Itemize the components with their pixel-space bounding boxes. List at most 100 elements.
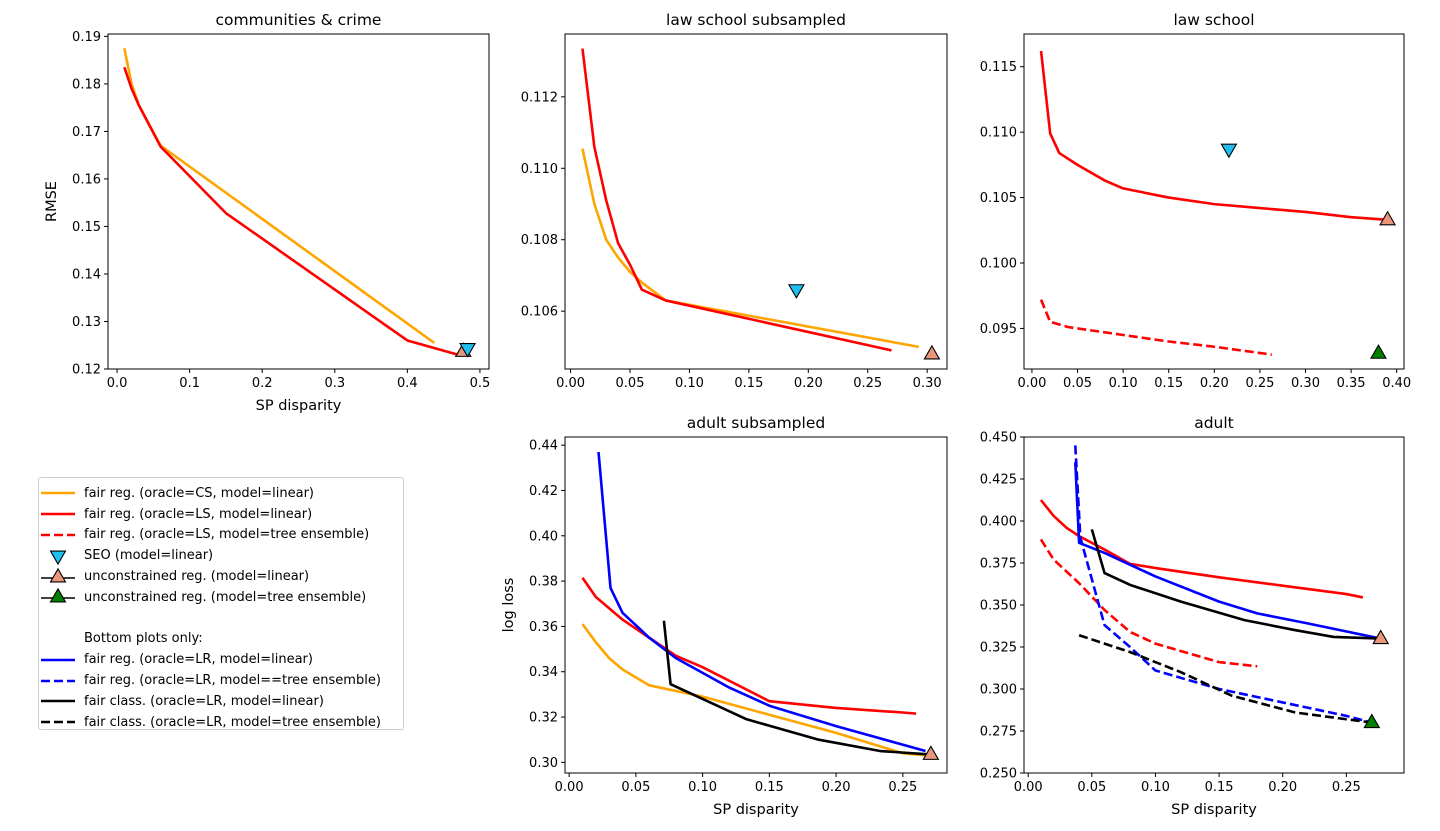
y-tick-label: 0.325 (980, 641, 1017, 656)
panel-communities-crime: communities & crime 0.0 0.1 0.2 0.3 0.4 0.5 0.1… (44, 11, 490, 414)
y-tick-label: 0.34 (529, 665, 558, 680)
legend-line-icon (41, 720, 75, 724)
legend-item-label: fair class. (oracle=LR, model=linear) (84, 693, 324, 709)
panel-law-school: law school 0.00 0.05 0.10 0.15 0.20 0.25 0.30 0.… (980, 11, 1411, 391)
x-tick-label: 0.30 (1291, 376, 1320, 391)
series-fair-class-oracle-lr-model-linear (662, 620, 930, 756)
y-tick-label: 0.250 (980, 767, 1017, 782)
y-tick-label: 0.300 (980, 683, 1017, 698)
legend-line-icon (41, 533, 75, 537)
legend-item: fair reg. (oracle=LR, model==tree ensemb… (39, 670, 403, 691)
series-fair-reg-oracle-ls-model-linear (581, 576, 917, 715)
x-tick-label: 0.20 (794, 376, 823, 391)
series-fair-reg-oracle-lr-model-linear (1073, 462, 1381, 640)
axes-frame (564, 436, 948, 774)
panel-title: adult subsampled (687, 414, 825, 432)
legend-section-text: Bottom plots only: (84, 631, 203, 647)
marker-unconstrained-reg-model-linear (1379, 210, 1397, 226)
axes-frame (564, 33, 948, 370)
series-fair-class-oracle-lr-model-tree-ensemble (1078, 634, 1372, 724)
x-tick-label: 0.05 (1063, 376, 1092, 391)
y-tick-label: 0.18 (72, 77, 101, 92)
axes-frame (1023, 436, 1405, 774)
legend-line-icon (41, 658, 75, 662)
plot-area (1039, 50, 1388, 356)
legend-item: fair reg. (oracle=LS, model=linear) (39, 504, 403, 525)
marker-unconstrained-reg-model-linear (923, 344, 941, 360)
x-tick-label: 0.10 (1109, 376, 1138, 391)
legend-item-label: fair reg. (oracle=LS, model=linear) (84, 506, 313, 522)
triangle-up-icon (41, 588, 75, 603)
x-tick-label: 0.00 (1014, 780, 1043, 795)
y-tick-label: 0.105 (980, 191, 1017, 206)
series-fair-reg-oracle-cs-model-linear (123, 48, 435, 344)
legend-item-label: fair reg. (oracle=LR, model=linear) (84, 652, 313, 668)
plot-area (1039, 445, 1381, 724)
panel-law-school-subsampled: law school subsampled 0.00 0.05 0.10 0.15 0.2… (521, 11, 948, 391)
series-fair-reg-oracle-lr-model-linear (597, 451, 926, 753)
x-axis-label: SP disparity (1171, 802, 1257, 818)
x-tick-label: 0.1 (179, 376, 200, 391)
y-tick-label: 0.13 (72, 315, 101, 330)
y-tick-label: 0.15 (72, 220, 101, 235)
x-tick-label: 0.15 (1205, 780, 1234, 795)
legend-item: fair reg. (oracle=LR, model=linear) (39, 649, 403, 670)
y-tick-label: 0.108 (521, 233, 558, 248)
legend-item: unconstrained reg. (model=linear) (39, 566, 403, 587)
y-tick-label: 0.400 (980, 515, 1017, 530)
panel-title: law school (1173, 11, 1254, 29)
x-tick-label: 0.25 (888, 780, 917, 795)
legend-section-label: Bottom plots only: (39, 629, 403, 650)
y-tick-label: 0.19 (72, 30, 101, 45)
y-tick-label: 0.100 (980, 257, 1017, 272)
x-tick-label: 0.0 (107, 376, 128, 391)
series-fair-reg-oracle-ls-model-tree-ensemble (1039, 538, 1258, 668)
series-fair-reg-oracle-ls-model-linear (1039, 50, 1388, 222)
series-fair-reg-oracle-cs-model-linear (581, 623, 930, 757)
y-tick-label: 0.095 (980, 322, 1017, 337)
x-tick-label: 0.15 (734, 376, 763, 391)
x-tick-label: 0.25 (1245, 376, 1274, 391)
x-tick-label: 0.25 (1332, 780, 1361, 795)
x-tick-label: 0.15 (1154, 376, 1183, 391)
x-tick-label: 0.05 (1077, 780, 1106, 795)
legend-item-label: fair class. (oracle=LR, model=tree ensem… (84, 714, 381, 730)
x-tick-label: 0.40 (1382, 376, 1411, 391)
y-tick-label: 0.275 (980, 725, 1017, 740)
x-tick-label: 0.2 (252, 376, 273, 391)
legend-item: fair reg. (oracle=CS, model=linear) (39, 483, 403, 504)
x-tick-label: 0.4 (397, 376, 418, 391)
legend-item-label: SEO (model=linear) (84, 548, 214, 564)
marker-seo-model-linear (1220, 143, 1238, 159)
marker-unconstrained-reg-model-linear (1372, 629, 1390, 645)
y-tick-label: 0.40 (529, 529, 558, 544)
plot-area (123, 48, 459, 356)
y-tick-label: 0.44 (529, 439, 558, 454)
panel-adult: adult 0.00 0.05 0.10 0.15 0.20 0.25 0.250 0.275 0… (980, 414, 1405, 818)
series-fair-reg-oracle-cs-model-linear (581, 148, 920, 349)
axes-frame (107, 33, 490, 370)
legend-item-label: fair reg. (oracle=LR, model==tree ensemb… (84, 673, 381, 689)
legend-item-label: fair reg. (oracle=CS, model=linear) (84, 485, 315, 501)
y-tick-label: 0.38 (529, 575, 558, 590)
x-tick-label: 0.30 (913, 376, 942, 391)
x-tick-label: 0.10 (675, 376, 704, 391)
series-fair-reg-oracle-ls-model-linear (1039, 499, 1364, 599)
legend: fair reg. (oracle=CS, model=linear) fair … (38, 477, 404, 730)
legend-item-label: unconstrained reg. (model=tree ensemble) (84, 589, 367, 605)
axes-frame (1023, 33, 1405, 370)
y-axis-label: log loss (501, 578, 517, 633)
legend-line-icon (41, 492, 75, 495)
triangle-down-icon (49, 550, 67, 565)
legend-item-label: fair reg. (oracle=LS, model=tree ensembl… (84, 527, 370, 543)
x-tick-label: 0.00 (555, 780, 584, 795)
legend-item: fair reg. (oracle=LS, model=tree ensembl… (39, 525, 403, 546)
x-axis-label: SP disparity (256, 398, 342, 414)
marker-unconstrained-reg-model-linear (922, 745, 940, 760)
legend-item: SEO (model=linear) (39, 545, 403, 566)
series-fair-reg-oracle-ls-model-linear (581, 48, 892, 352)
series-fair-reg-oracle-lr-model-tree-ensemble (1073, 445, 1373, 724)
x-axis-label: SP disparity (713, 802, 799, 818)
y-axis-label: RMSE (44, 181, 60, 222)
